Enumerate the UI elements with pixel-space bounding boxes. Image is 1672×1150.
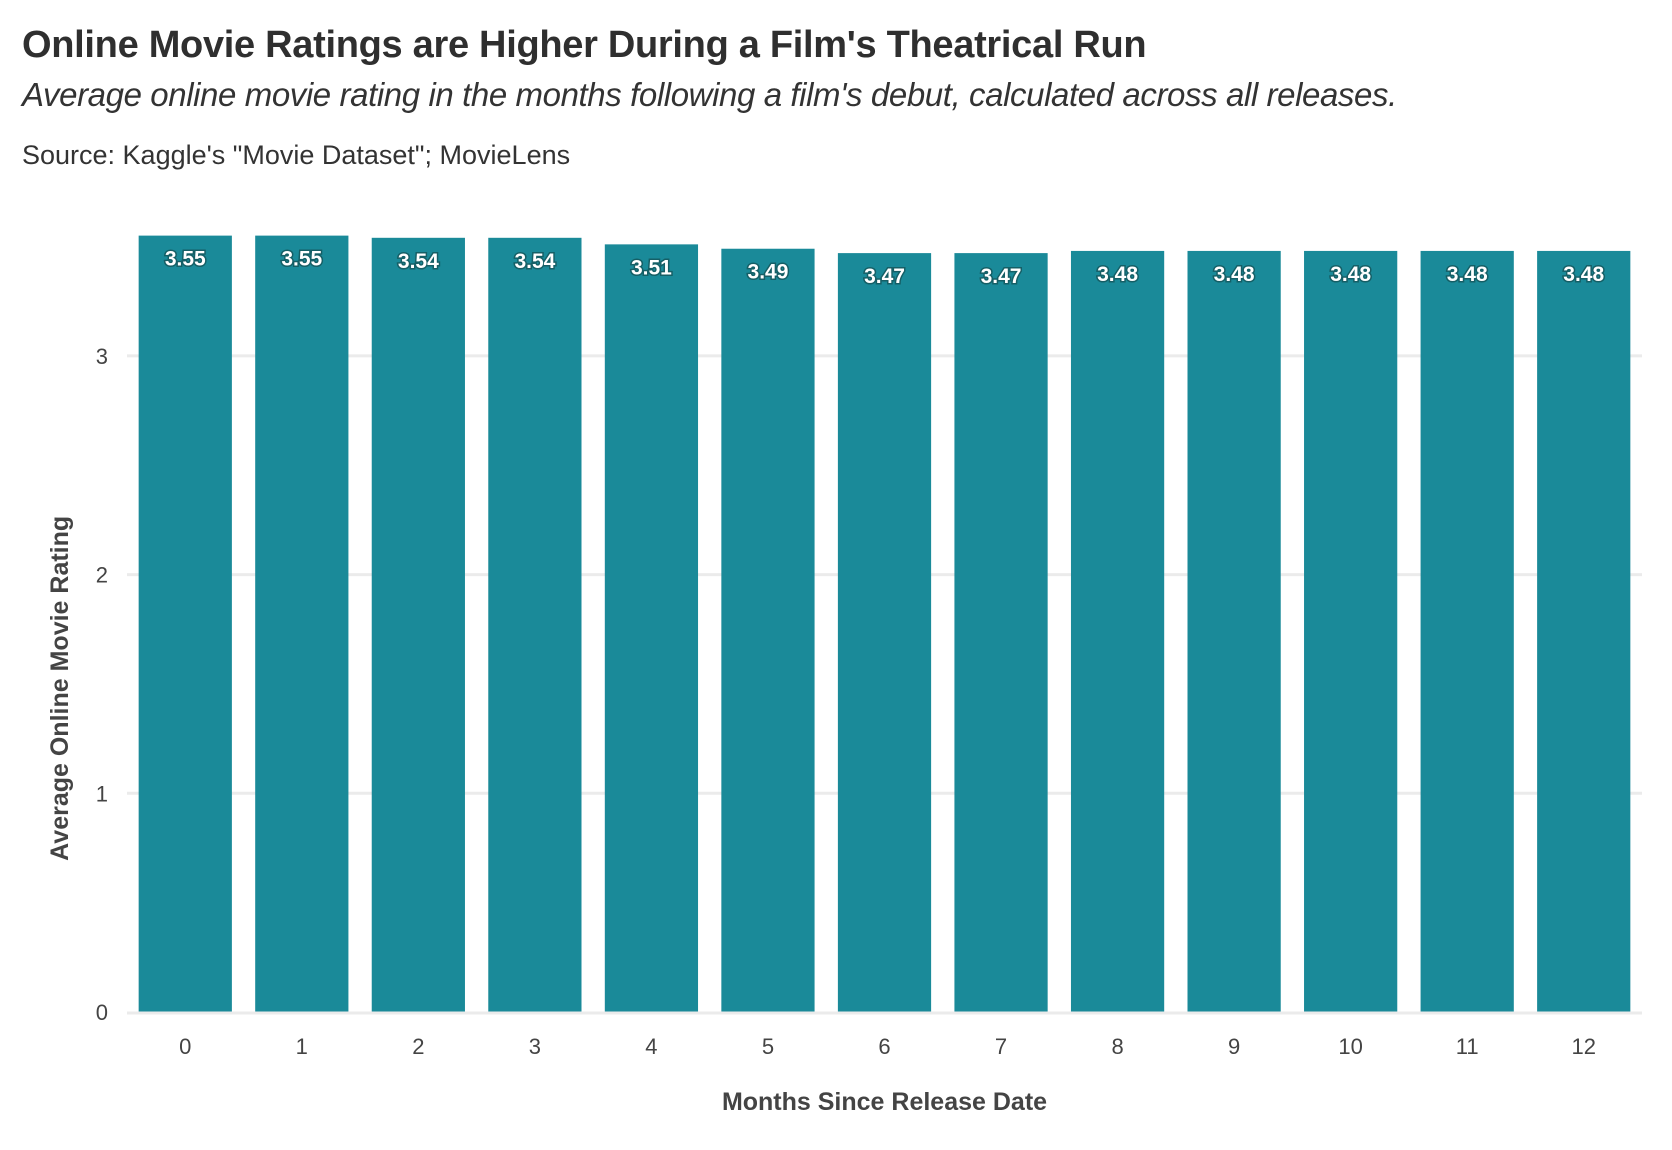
bar-month-3 bbox=[488, 237, 582, 1012]
bar-month-12 bbox=[1537, 250, 1631, 1012]
x-tick-label: 0 bbox=[179, 1034, 191, 1059]
bar-month-2 bbox=[371, 237, 465, 1012]
x-axis-ticks: 0 1 2 3 4 5 6 7 8 9 10 11 12 bbox=[179, 1034, 1596, 1059]
x-tick-label: 5 bbox=[762, 1034, 774, 1059]
data-label: 3.48 bbox=[1214, 263, 1255, 286]
bar-month-9 bbox=[1187, 250, 1281, 1012]
y-axis-ticks: 0 1 2 3 bbox=[96, 344, 108, 1025]
x-tick-label: 4 bbox=[645, 1034, 657, 1059]
x-tick-label: 11 bbox=[1456, 1034, 1479, 1059]
data-label: 3.55 bbox=[165, 248, 206, 271]
x-tick-label: 3 bbox=[529, 1034, 541, 1059]
x-axis-title: Months Since Release Date bbox=[722, 1088, 1047, 1116]
data-labels: 3.55 3.55 3.54 3.54 3.51 3.49 3.47 3.47 3.48 3.48… bbox=[163, 246, 1606, 289]
data-label: 3.48 bbox=[1563, 263, 1604, 286]
y-tick-label: 3 bbox=[96, 344, 108, 369]
bars bbox=[138, 235, 1631, 1013]
x-tick-label: 6 bbox=[878, 1034, 890, 1059]
bar-month-6 bbox=[837, 253, 932, 1013]
y-tick-label: 1 bbox=[96, 781, 108, 806]
x-tick-label: 2 bbox=[412, 1034, 424, 1059]
x-tick-label: 7 bbox=[995, 1034, 1007, 1059]
bar-month-11 bbox=[1420, 250, 1514, 1012]
y-axis-title: Average Online Movie Rating bbox=[46, 516, 74, 861]
data-label: 3.55 bbox=[281, 248, 322, 271]
bar-month-10 bbox=[1304, 250, 1398, 1012]
x-tick-label: 9 bbox=[1228, 1034, 1240, 1059]
chart-title: Online Movie Ratings are Higher During a… bbox=[22, 24, 1147, 66]
bar-month-8 bbox=[1070, 250, 1165, 1012]
data-label: 3.48 bbox=[1097, 263, 1138, 286]
chart-subtitle: Average online movie rating in the month… bbox=[22, 76, 1397, 113]
data-label: 3.47 bbox=[981, 265, 1022, 288]
chart-source-caption: Source: Kaggle's "Movie Dataset"; MovieL… bbox=[22, 140, 571, 170]
data-label: 3.54 bbox=[514, 250, 555, 273]
bar-month-1 bbox=[255, 235, 349, 1013]
data-label: 3.54 bbox=[398, 250, 439, 273]
x-tick-label: 10 bbox=[1338, 1034, 1362, 1059]
data-label: 3.49 bbox=[748, 261, 789, 284]
y-tick-label: 2 bbox=[96, 563, 108, 588]
data-label: 3.48 bbox=[1447, 263, 1488, 286]
x-tick-label: 12 bbox=[1571, 1034, 1595, 1059]
x-tick-label: 1 bbox=[296, 1034, 308, 1059]
data-label: 3.48 bbox=[1330, 263, 1371, 286]
data-label: 3.47 bbox=[864, 265, 905, 288]
bar-month-0 bbox=[138, 235, 232, 1013]
bar-month-5 bbox=[721, 248, 815, 1012]
data-label: 3.51 bbox=[631, 256, 672, 279]
y-tick-label: 0 bbox=[96, 1000, 108, 1025]
bar-month-4 bbox=[604, 244, 699, 1012]
bar-month-7 bbox=[954, 253, 1048, 1013]
x-tick-label: 8 bbox=[1111, 1034, 1123, 1059]
